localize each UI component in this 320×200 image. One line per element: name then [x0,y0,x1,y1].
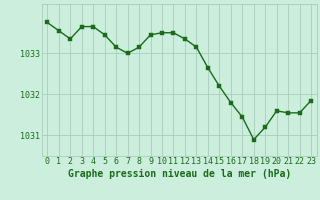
X-axis label: Graphe pression niveau de la mer (hPa): Graphe pression niveau de la mer (hPa) [68,169,291,179]
